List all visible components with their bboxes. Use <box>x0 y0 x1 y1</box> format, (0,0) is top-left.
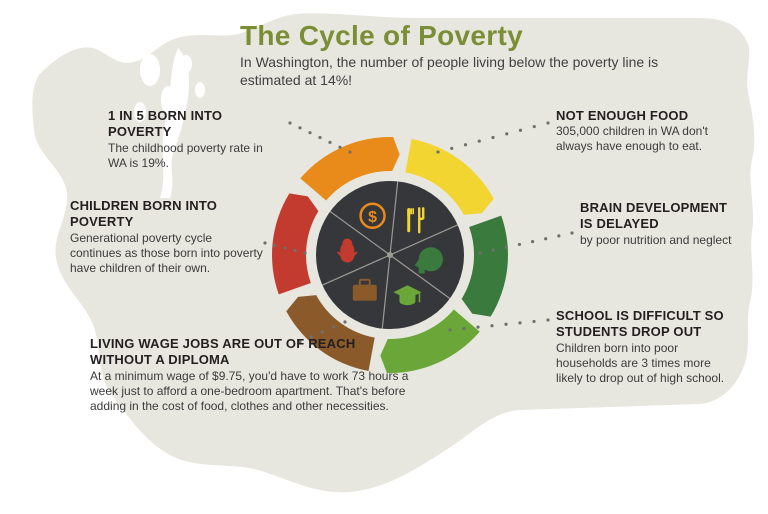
callout-heading: BRAIN DEVELOPMENT IS DELAYED <box>580 200 727 231</box>
page-title: The Cycle of Poverty <box>240 20 720 52</box>
callout-body: Children born into poor households are 3… <box>556 341 724 385</box>
callout-school: SCHOOL IS DIFFICULT SO STUDENTS DROP OUT… <box>556 308 731 386</box>
callout-heading: 1 IN 5 BORN INTO POVERTY <box>108 108 222 139</box>
callout-born: 1 IN 5 BORN INTO POVERTY The childhood p… <box>108 108 283 171</box>
infographic-stage: The Cycle of Poverty In Washington, the … <box>0 0 768 514</box>
callout-food: NOT ENOUGH FOOD 305,000 children in WA d… <box>556 108 726 154</box>
callout-heading: NOT ENOUGH FOOD <box>556 108 688 123</box>
callout-heading: LIVING WAGE JOBS ARE OUT OF REACH WITHOU… <box>90 336 355 367</box>
callout-body: The childhood poverty rate in WA is 19%. <box>108 141 263 170</box>
callout-heading: CHILDREN BORN INTO POVERTY <box>70 198 217 229</box>
callout-body: At a minimum wage of $9.75, you'd have t… <box>90 369 408 413</box>
hub-center <box>387 252 393 258</box>
callout-body: 305,000 children in WA don't always have… <box>556 124 708 153</box>
headline-block: The Cycle of Poverty In Washington, the … <box>240 20 720 89</box>
svg-text:$: $ <box>368 209 377 226</box>
ring-segment-children <box>272 193 318 294</box>
callout-children: CHILDREN BORN INTO POVERTY Generational … <box>70 198 265 276</box>
callout-brain: BRAIN DEVELOPMENT IS DELAYED by poor nut… <box>580 200 740 248</box>
callout-body: by poor nutrition and neglect <box>580 233 731 247</box>
callout-body: Generational poverty cycle continues as … <box>70 231 263 275</box>
callout-heading: SCHOOL IS DIFFICULT SO STUDENTS DROP OUT <box>556 308 724 339</box>
page-subtitle: In Washington, the number of people livi… <box>240 54 720 89</box>
ring-segment-brain <box>462 216 508 317</box>
callout-jobs: LIVING WAGE JOBS ARE OUT OF REACH WITHOU… <box>90 336 410 414</box>
